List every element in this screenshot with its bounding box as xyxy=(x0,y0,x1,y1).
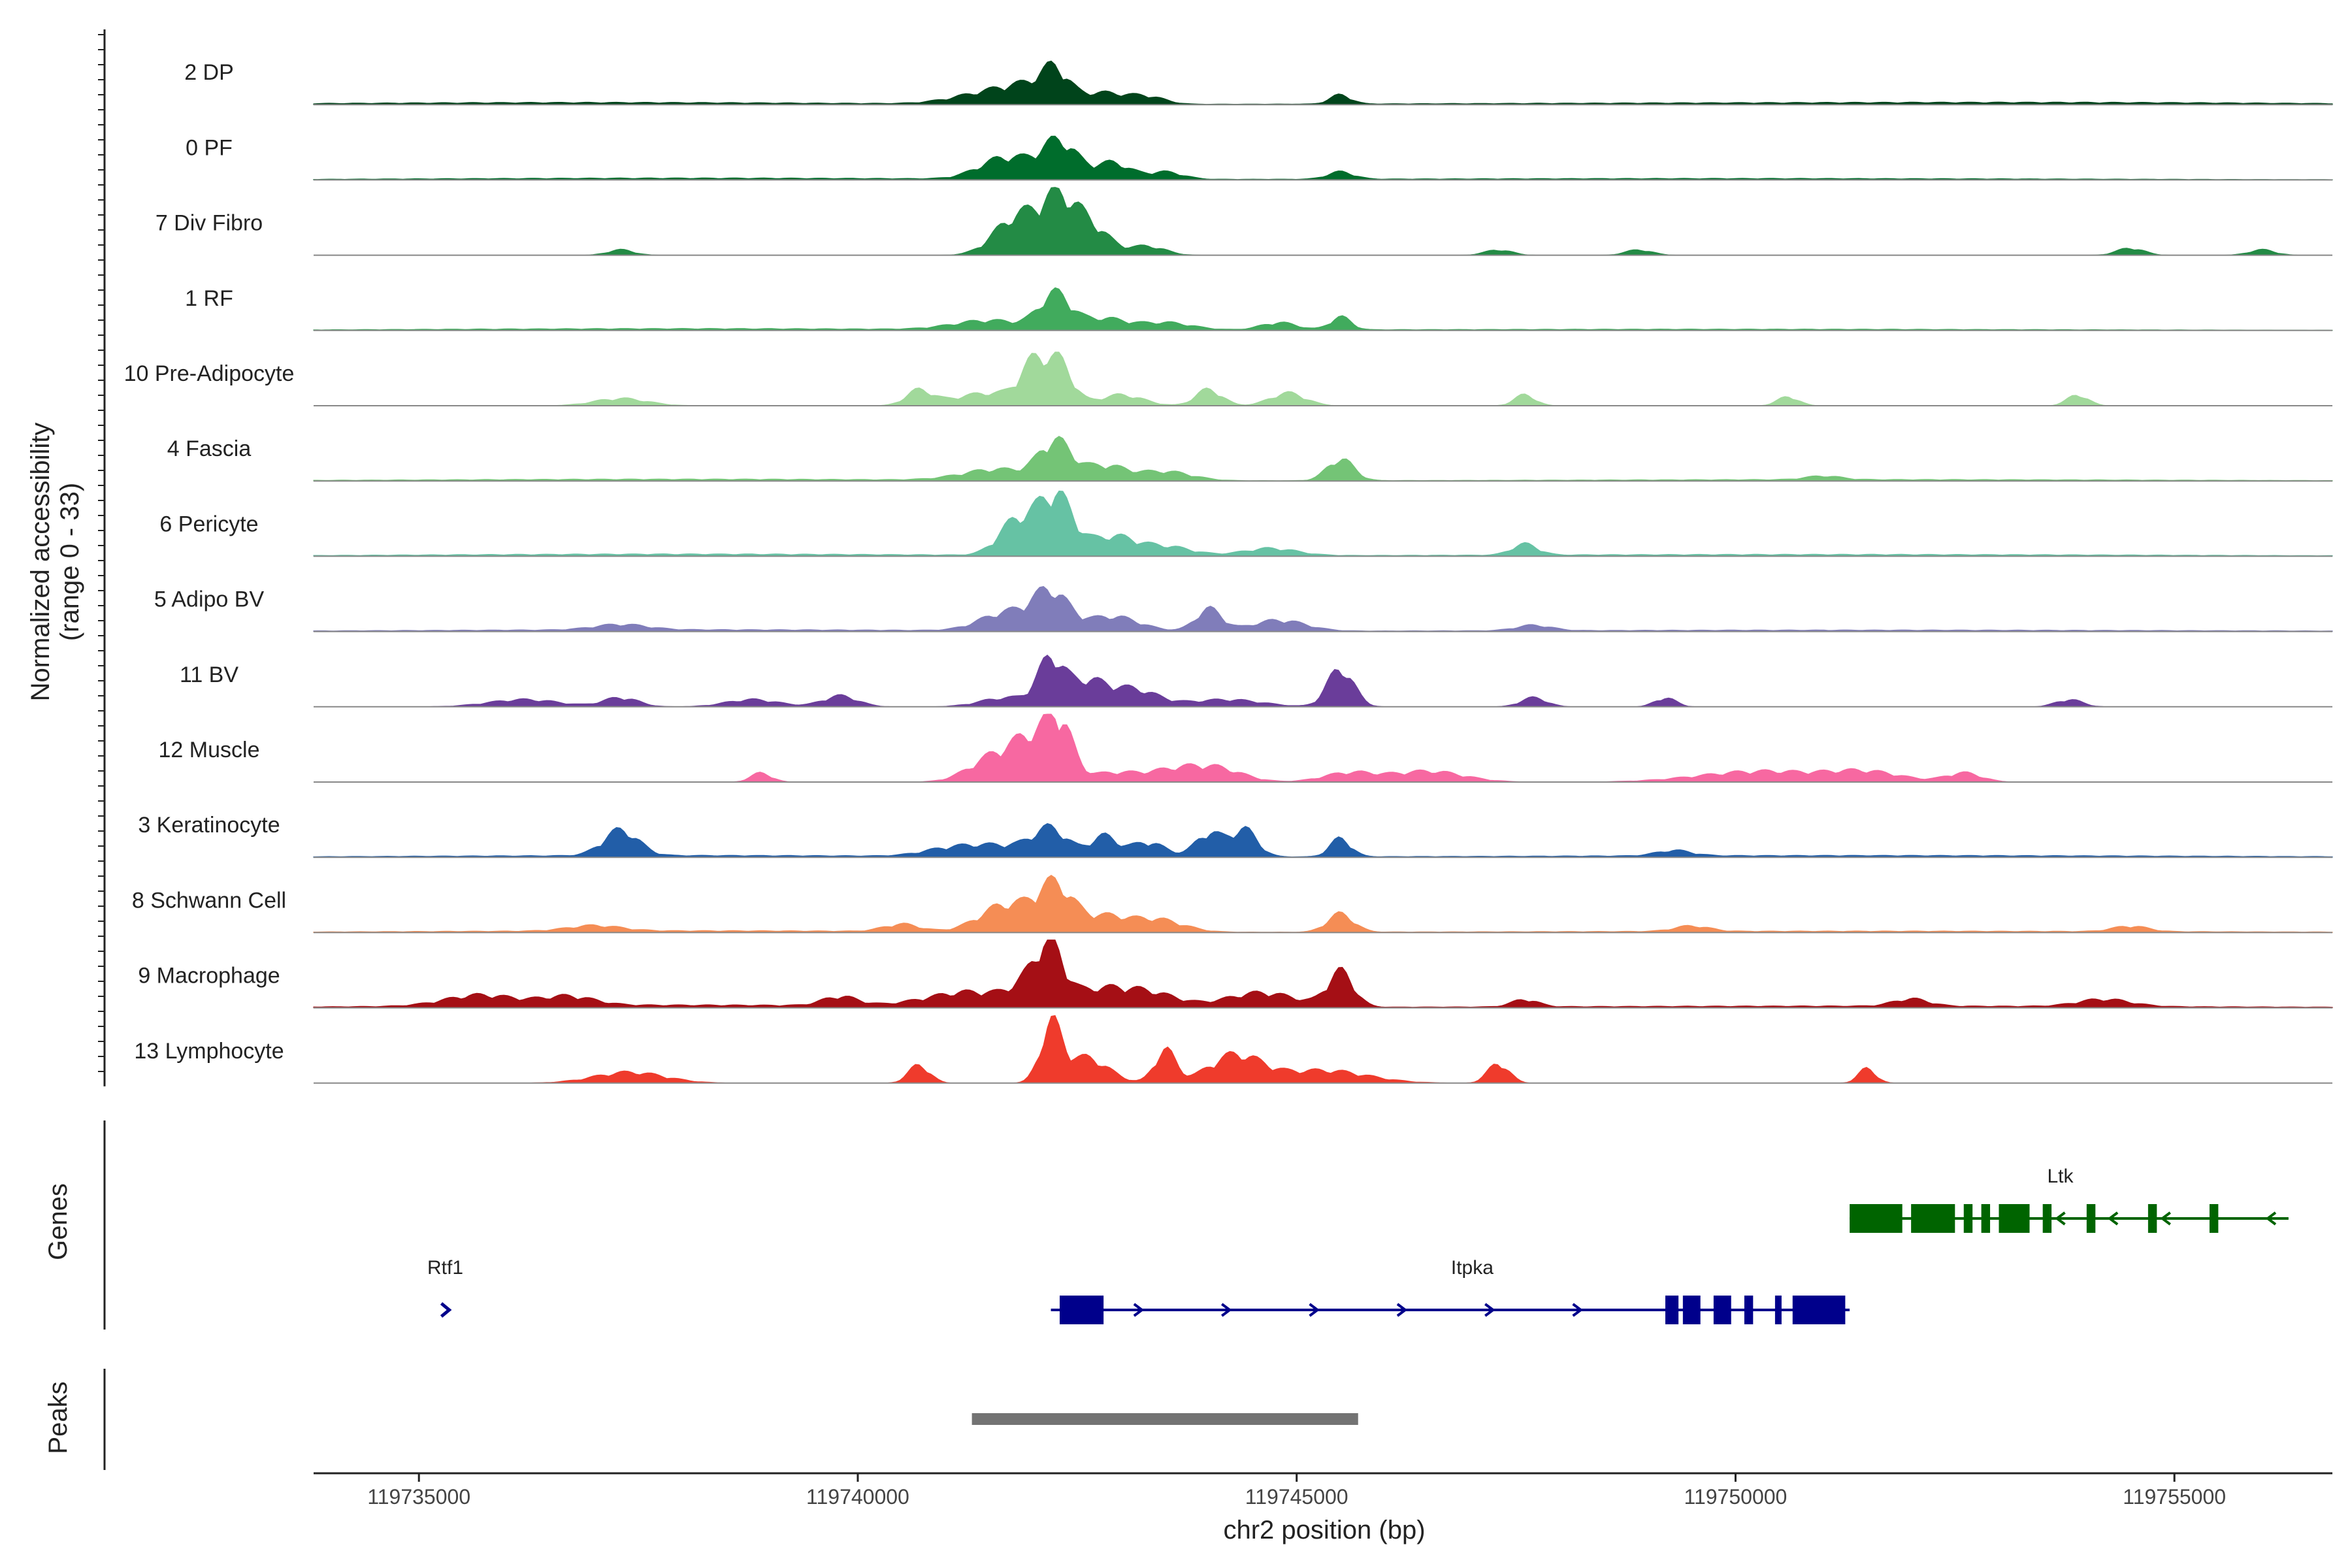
x-tick-label: 119750000 xyxy=(1684,1485,1788,1509)
gene-exon xyxy=(1911,1204,1955,1233)
gene-itpka: Itpka xyxy=(1051,1257,1850,1324)
gene-exon xyxy=(2086,1204,2096,1233)
track-1-rf: 1 RF xyxy=(185,286,2333,331)
strand-arrow xyxy=(1396,1303,1408,1317)
gene-exon xyxy=(1774,1296,1782,1324)
y-axis-title-line2: (range 0 - 33) xyxy=(56,483,84,641)
gene-exon xyxy=(1792,1296,1846,1324)
gene-exon xyxy=(1665,1296,1679,1324)
gene-ltk: Ltk xyxy=(1850,1166,2289,1233)
strand-arrow xyxy=(1133,1303,1145,1317)
gene-exon xyxy=(1059,1296,1104,1324)
peak-region xyxy=(972,1413,1358,1425)
strand-arrow xyxy=(1484,1303,1495,1317)
track-11-bv: 11 BV xyxy=(180,654,2332,708)
gene-exon xyxy=(1981,1204,1991,1233)
track-label: 9 Macrophage xyxy=(138,964,280,988)
coverage-tracks: 2 DP 0 PF 7 Div Fibro 1 RF 10 Pre-Adipocyte 4… xyxy=(124,60,2333,1084)
gene-exon xyxy=(1713,1296,1731,1324)
track-13-lymphocyte: 13 Lymphocyte xyxy=(134,1015,2332,1084)
track-label: 3 Keratinocyte xyxy=(138,813,280,838)
gene-exon xyxy=(1850,1204,1903,1233)
track-0-pf: 0 PF xyxy=(186,135,2333,181)
track-6-pericyte: 6 Pericyte xyxy=(159,490,2333,557)
track-signal xyxy=(313,287,2333,331)
track-signal xyxy=(313,436,2333,482)
gene-exon xyxy=(1963,1204,1973,1233)
gene-exon xyxy=(1744,1296,1754,1324)
strand-arrow xyxy=(2055,1211,2066,1226)
gene-exon xyxy=(1682,1296,1701,1324)
gene-exon xyxy=(2148,1204,2157,1233)
x-tick-label: 119755000 xyxy=(2123,1485,2226,1509)
gene-exon xyxy=(2209,1204,2219,1233)
strand-arrow xyxy=(1221,1303,1232,1317)
track-4-fascia: 4 Fascia xyxy=(167,436,2333,482)
track-signal xyxy=(314,1015,2332,1084)
track-label: 10 Pre-Adipocyte xyxy=(124,361,295,386)
track-signal xyxy=(314,187,2332,256)
track-3-keratinocyte: 3 Keratinocyte xyxy=(138,813,2333,858)
track-label: 4 Fascia xyxy=(167,436,252,461)
track-8-schwann-cell: 8 Schwann Cell xyxy=(132,874,2333,934)
peaks-panel-title: Peaks xyxy=(44,1381,73,1454)
x-axis-title: chr2 position (bp) xyxy=(1223,1516,1425,1544)
track-7-div-fibro: 7 Div Fibro xyxy=(155,187,2332,256)
track-5-adipo-bv: 5 Adipo BV xyxy=(154,586,2333,632)
track-label: 6 Pericyte xyxy=(159,512,258,536)
y-axis xyxy=(98,29,106,1086)
track-signal xyxy=(313,490,2333,557)
track-signal xyxy=(313,874,2333,933)
strand-arrow xyxy=(2160,1211,2171,1226)
track-label: 5 Adipo BV xyxy=(154,587,265,612)
gene-label: Rtf1 xyxy=(427,1257,463,1279)
gene-rtf1: Rtf1 xyxy=(427,1257,463,1318)
track-signal xyxy=(314,654,2332,708)
track-label: 8 Schwann Cell xyxy=(132,888,286,913)
gene-exon xyxy=(1999,1204,2030,1233)
track-9-macrophage: 9 Macrophage xyxy=(138,939,2333,1009)
strand-arrow xyxy=(440,1302,452,1318)
y-axis-title-line1: Normalized accessibility xyxy=(26,423,55,702)
track-signal xyxy=(313,939,2333,1009)
track-label: 13 Lymphocyte xyxy=(134,1039,284,1064)
genes-panel: Rtf1 Itpka Ltk xyxy=(103,1120,2289,1330)
genes-panel-title: Genes xyxy=(44,1183,73,1260)
track-label: 12 Muscle xyxy=(159,738,260,762)
x-tick-label: 119745000 xyxy=(1245,1485,1348,1509)
track-12-muscle: 12 Muscle xyxy=(159,713,2332,783)
x-axis: 119735000 119740000 119745000 119750000 1197… xyxy=(314,1472,2332,1509)
track-label: 0 PF xyxy=(186,135,233,160)
track-2-dp: 2 DP xyxy=(184,60,2333,106)
track-signal xyxy=(313,60,2333,105)
strand-arrow xyxy=(1572,1303,1583,1317)
track-label: 1 RF xyxy=(185,286,233,311)
strand-arrow xyxy=(1309,1303,1320,1317)
x-tick-label: 119735000 xyxy=(367,1485,470,1509)
strand-arrow xyxy=(2265,1211,2277,1226)
track-signal xyxy=(313,135,2333,180)
track-label: 2 DP xyxy=(184,60,234,85)
strand-arrow xyxy=(2107,1211,2119,1226)
track-label: 7 Div Fibro xyxy=(155,211,263,236)
gene-label: Ltk xyxy=(2048,1166,2074,1187)
gene-label: Itpka xyxy=(1451,1257,1494,1279)
track-signal xyxy=(313,823,2333,858)
track-label: 11 BV xyxy=(180,662,238,687)
peaks-panel xyxy=(103,1369,1358,1470)
track-signal xyxy=(313,586,2333,632)
track-signal xyxy=(314,713,2332,783)
track-10-pre-adipocyte: 10 Pre-Adipocyte xyxy=(124,351,2332,406)
track-signal xyxy=(314,351,2332,406)
x-tick-label: 119740000 xyxy=(806,1485,909,1509)
gene-exon xyxy=(2042,1204,2052,1233)
